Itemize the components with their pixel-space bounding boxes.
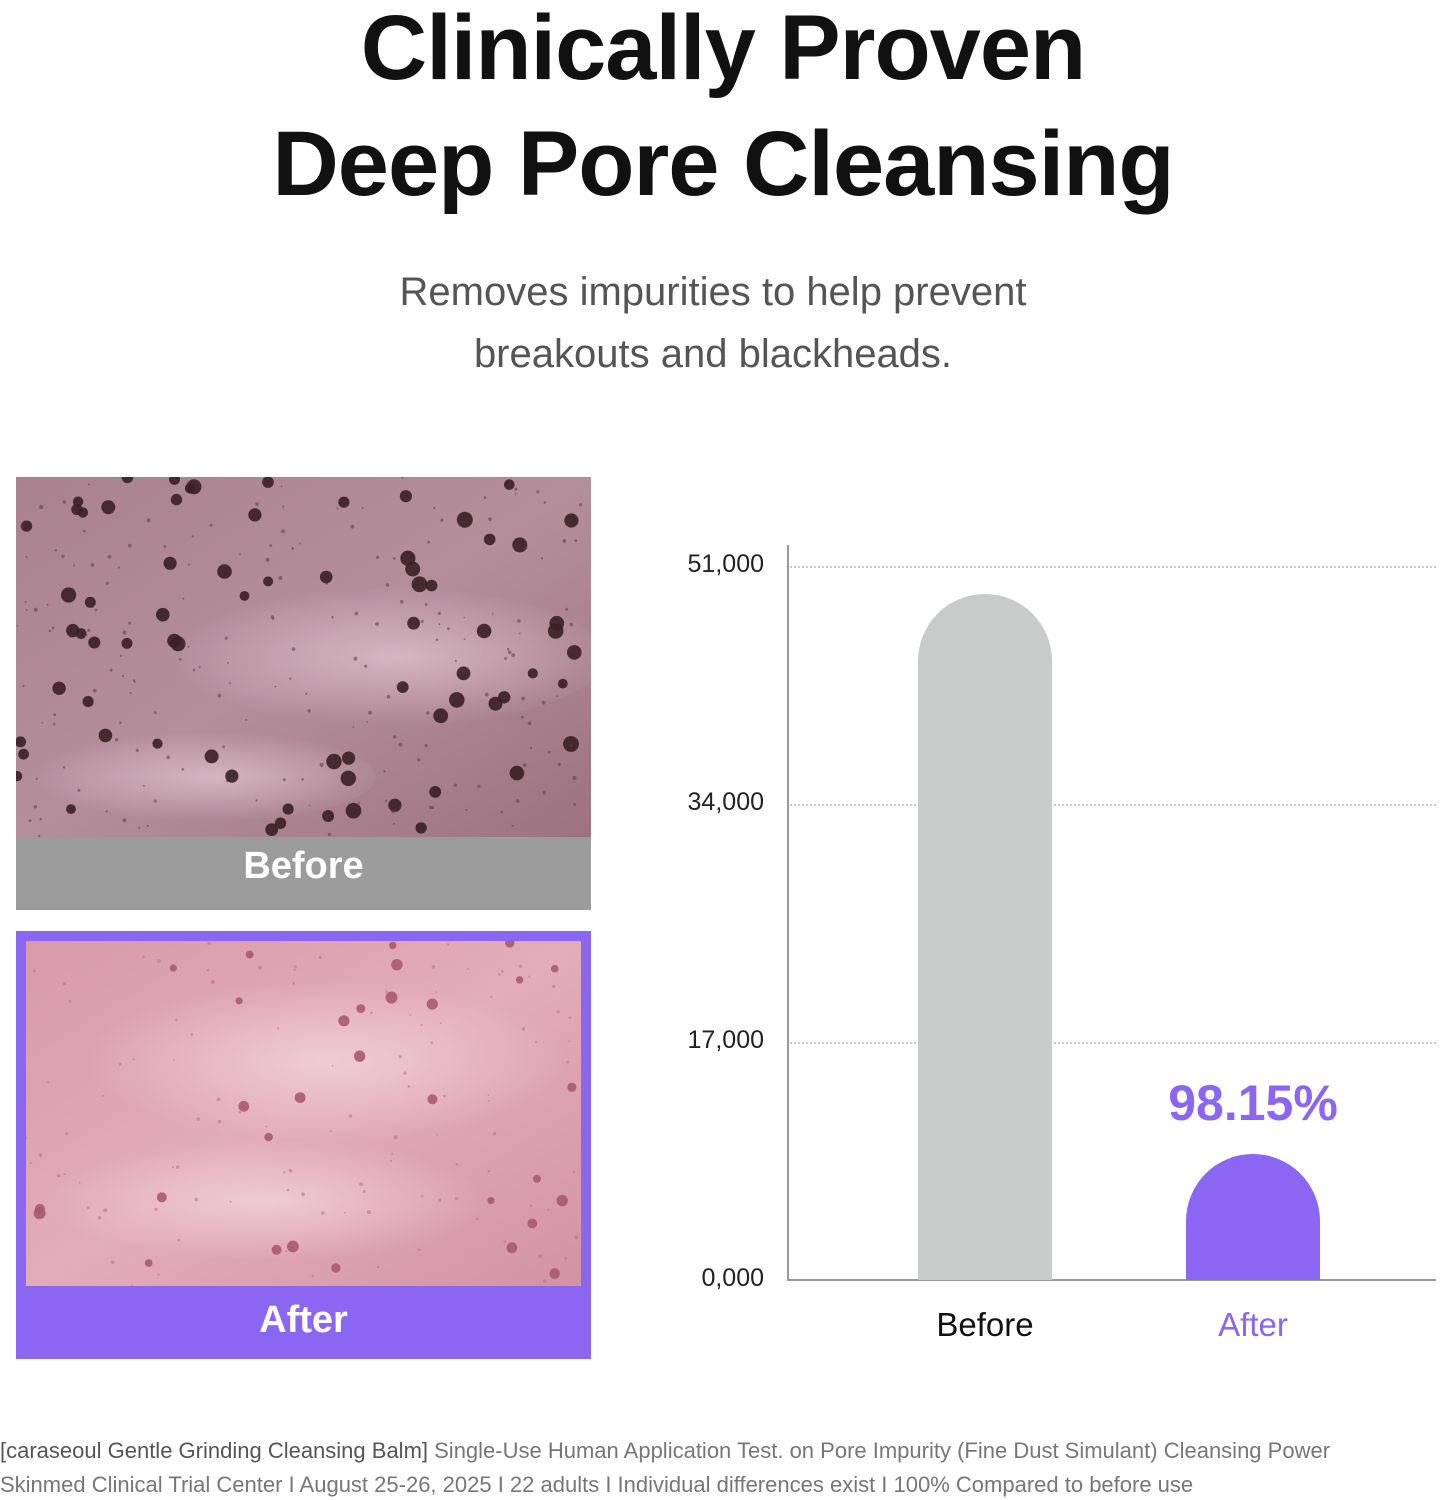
y-tick-label: 51,000 <box>687 550 764 578</box>
after-skin-photo <box>26 941 581 1286</box>
before-photo-panel: Before <box>16 477 591 910</box>
bar-before <box>918 594 1052 1280</box>
footnote-test-description: Single-Use Human Application Test. on Po… <box>428 1438 1331 1463</box>
gridline <box>790 804 1436 806</box>
x-tick-label-after: After <box>1218 1306 1288 1343</box>
subtitle-line-1: Removes impurities to help prevent <box>399 270 1027 314</box>
reduction-percentage-label: 98.15% <box>1168 1075 1338 1131</box>
x-tick-label-before: Before <box>936 1306 1034 1343</box>
gridline <box>790 566 1436 568</box>
bar-chart: 51,000 34,000 17,000 0,000 Before After 98.1… <box>660 530 1446 1370</box>
y-tick-label: 34,000 <box>687 788 764 816</box>
bar-after <box>1186 1154 1320 1280</box>
subtitle-line-2: breakouts and blackheads. <box>473 332 953 376</box>
footnote-line-1: [caraseoul Gentle Grinding Cleansing Bal… <box>0 1438 1446 1464</box>
page-title-line-2: Deep Pore Cleansing <box>272 113 1174 215</box>
before-photo-label: Before <box>243 845 364 887</box>
y-axis-line <box>787 545 789 1281</box>
x-axis-line <box>787 1279 1436 1281</box>
before-skin-photo <box>16 477 591 837</box>
footnote-line-2: Skinmed Clinical Trial Center I August 2… <box>0 1472 1194 1497</box>
y-tick-label: 0,000 <box>701 1264 764 1292</box>
after-photo-label: After <box>259 1299 348 1341</box>
y-tick-label: 17,000 <box>687 1026 764 1054</box>
after-photo-panel: After <box>16 931 591 1359</box>
page-title-line-1: Clinically Proven <box>360 0 1086 99</box>
gridline <box>790 1042 1436 1044</box>
footnote-product-name: [caraseoul Gentle Grinding Cleansing Bal… <box>0 1438 429 1463</box>
